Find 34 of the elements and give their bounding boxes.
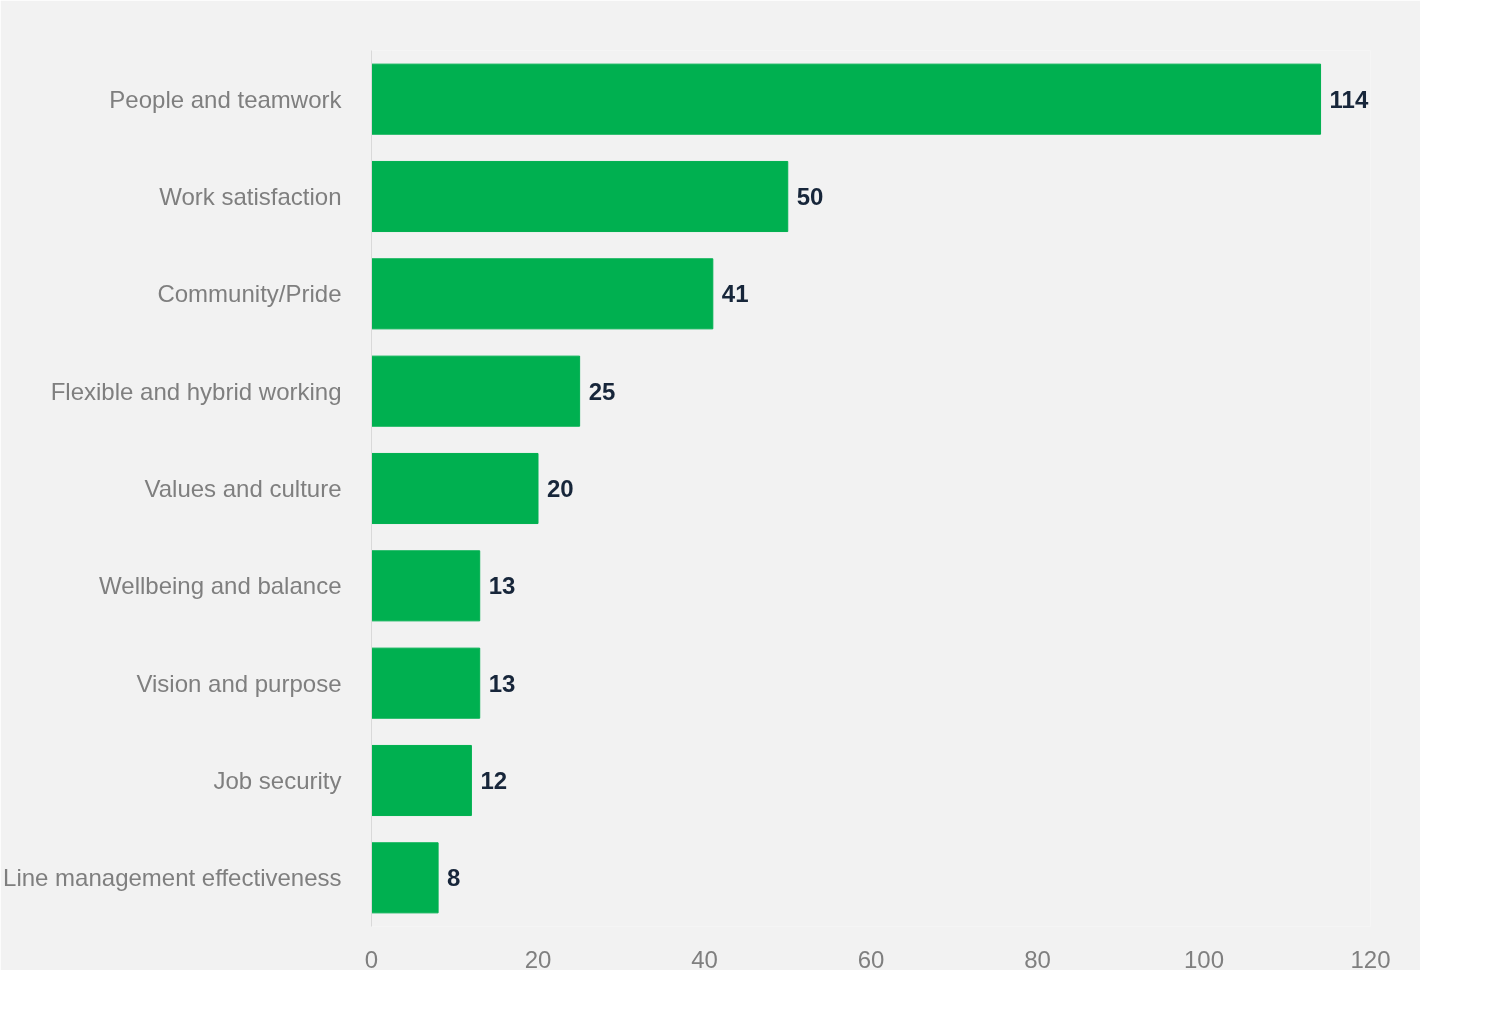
bar <box>371 842 439 914</box>
data-label: 50 <box>796 183 824 210</box>
y-tick-label: Vision and purpose <box>136 669 342 697</box>
data-label: 13 <box>488 669 516 697</box>
x-tick-label: 120 <box>1350 945 1391 973</box>
y-tick-label: People and teamwork <box>109 85 343 113</box>
x-tick-label: 40 <box>691 945 718 973</box>
x-tick-label: 80 <box>1024 945 1051 973</box>
bar <box>371 160 789 233</box>
data-label: 25 <box>588 377 616 405</box>
data-label: 13 <box>488 572 516 600</box>
y-tick-label: Work satisfaction <box>159 183 342 210</box>
y-tick-label: Line management effectiveness <box>3 864 342 892</box>
bar <box>371 452 539 525</box>
x-tick-label: 20 <box>524 945 552 973</box>
bar <box>371 647 481 719</box>
data-label: 41 <box>721 280 749 308</box>
y-tick-label: Values and culture <box>144 475 342 502</box>
y-tick-label: Job security <box>213 767 342 794</box>
data-label: 114 <box>1329 85 1369 113</box>
bar <box>371 355 581 427</box>
bar <box>371 258 714 330</box>
data-label: 8 <box>447 864 461 892</box>
x-tick-label: 0 <box>364 945 379 973</box>
x-tick-label: 100 <box>1183 945 1225 973</box>
data-label: 20 <box>547 475 574 502</box>
x-tick-label: 60 <box>857 945 885 973</box>
data-label: 12 <box>480 767 508 794</box>
bar <box>371 550 481 622</box>
bar <box>371 744 472 817</box>
y-tick-label: Wellbeing and balance <box>99 572 342 600</box>
bar <box>371 63 1322 135</box>
y-tick-label: Flexible and hybrid working <box>50 377 342 405</box>
y-tick-label: Community/Pride <box>157 280 342 308</box>
